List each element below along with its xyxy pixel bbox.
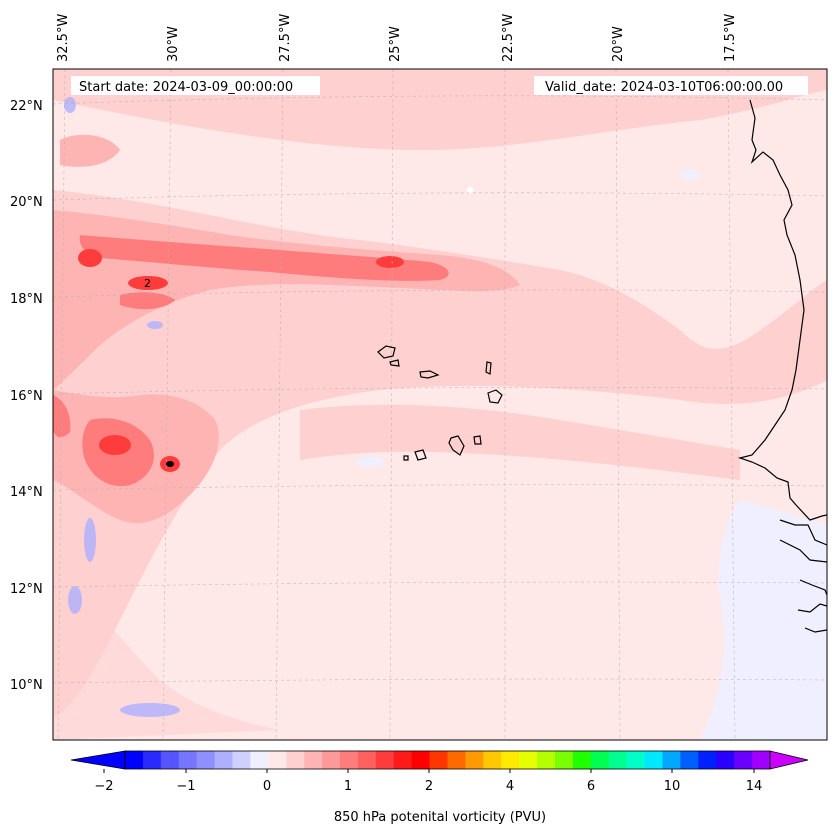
colorbar-cell <box>465 751 484 769</box>
colorbar-tick-label: 0 <box>263 779 271 794</box>
colorbar-cell <box>572 751 592 769</box>
colorbar-cell <box>322 751 341 769</box>
colorbar-cell <box>393 751 413 769</box>
colorbar-cell <box>519 751 538 769</box>
lon-label: 30°W <box>166 26 181 62</box>
colorbar: −2 −1 0 1 2 4 6 10 14 850 hPa potenital … <box>70 750 809 825</box>
lat-label: 14°N <box>10 485 43 500</box>
colorbar-title: 850 hPa potenital vorticity (PVU) <box>334 810 546 825</box>
colorbar-cell <box>501 751 520 769</box>
africa-coastline <box>737 99 827 633</box>
colorbar-cell <box>590 751 610 769</box>
colorbar-cell <box>698 751 717 769</box>
lon-label: 22.5°W <box>501 14 516 62</box>
colorbar-cell <box>555 751 574 769</box>
missing-data-marker <box>466 186 474 194</box>
island-sao-nicolau <box>419 370 440 379</box>
colorbar-cell <box>250 751 269 769</box>
island-maio <box>473 435 482 445</box>
colorbar-tick-label: 10 <box>664 779 681 794</box>
colorbar-cell <box>196 751 216 769</box>
pv-field-negative <box>64 97 180 717</box>
colorbar-cell <box>232 751 251 769</box>
contour-label: 2 <box>144 277 151 290</box>
colorbar-cell <box>716 751 735 769</box>
start-date-box <box>71 76 320 95</box>
colorbar-min-extension <box>70 750 126 770</box>
colorbar-cell <box>537 751 556 769</box>
map-panel <box>53 69 827 740</box>
island-santiago <box>448 435 465 456</box>
colorbar-cell <box>734 751 753 769</box>
colorbar-cell <box>447 751 466 769</box>
colorbar-cell <box>662 751 681 769</box>
lat-label: 22°N <box>10 99 43 114</box>
island-fogo <box>414 449 427 461</box>
colorbar-tick-label: 14 <box>746 779 763 794</box>
lon-label: 17.5°W <box>723 14 738 62</box>
island-sal <box>485 361 492 375</box>
island-brava <box>403 455 409 461</box>
island-santo-antao <box>377 345 396 359</box>
colorbar-cell <box>483 751 502 769</box>
colorbar-tick-label: 1 <box>344 779 352 794</box>
colorbar-max-extension <box>769 750 809 770</box>
colorbar-cell <box>411 751 431 769</box>
colorbar-cell <box>214 751 233 769</box>
colorbar-tick-label: 6 <box>587 779 595 794</box>
island-boa-vista <box>487 389 503 404</box>
colorbar-tick-label: −1 <box>176 779 195 794</box>
colorbar-cell <box>142 751 162 769</box>
map-frame <box>52 68 828 741</box>
gridlines <box>53 69 827 740</box>
lat-label: 12°N <box>10 582 43 597</box>
colorbar-ticks <box>103 769 755 773</box>
colorbar-cell <box>626 751 646 769</box>
valid-date-box <box>534 76 808 95</box>
lon-label: 25°W <box>388 26 403 62</box>
lon-label: 20°W <box>611 26 626 62</box>
lat-label: 18°N <box>10 292 43 307</box>
colorbar-cell <box>340 751 359 769</box>
colorbar-cell <box>608 751 628 769</box>
cape-verde-islands <box>377 345 503 461</box>
lat-label: 20°N <box>10 195 43 210</box>
colorbar-cell <box>286 751 305 769</box>
colorbar-cell <box>752 751 771 769</box>
longitude-labels: 32.5°W 30°W 27.5°W 25°W 22.5°W 20°W 17.5… <box>56 14 738 62</box>
colorbar-cell <box>160 751 180 769</box>
lat-label: 16°N <box>10 389 43 404</box>
colorbar-tick-label: 4 <box>506 779 514 794</box>
island-sao-vicente <box>389 359 400 367</box>
colorbar-cell <box>304 751 323 769</box>
colorbar-cell <box>644 751 663 769</box>
colorbar-cell <box>125 751 144 769</box>
pv-field-core <box>78 249 404 472</box>
latitude-labels: 22°N 20°N 18°N 16°N 14°N 12°N 10°N <box>10 99 43 693</box>
colorbar-frame <box>124 750 771 770</box>
valid-date-label: Valid_date: 2024-03-10T06:00:00.00 <box>545 80 783 95</box>
colorbar-cell <box>429 751 448 769</box>
colorbar-cell <box>268 751 287 769</box>
colorbar-cell <box>178 751 198 769</box>
pv-field-strong <box>53 235 449 487</box>
colorbar-cell <box>680 751 699 769</box>
lat-label: 10°N <box>10 678 43 693</box>
lon-label: 32.5°W <box>56 14 71 62</box>
colorbar-tick-label: 2 <box>425 779 433 794</box>
colorbar-cells <box>125 751 771 769</box>
colorbar-cell <box>357 751 377 769</box>
lon-label: 27.5°W <box>278 14 293 62</box>
colorbar-tick-label: −2 <box>94 779 113 794</box>
pv-max-marker <box>166 461 174 467</box>
start-date-label: Start date: 2024-03-09_00:00:00 <box>79 80 293 95</box>
pv-field-slightly-negative <box>356 169 827 740</box>
colorbar-tick-labels: −2 −1 0 1 2 4 6 10 14 <box>94 779 762 794</box>
colorbar-cell <box>375 751 395 769</box>
